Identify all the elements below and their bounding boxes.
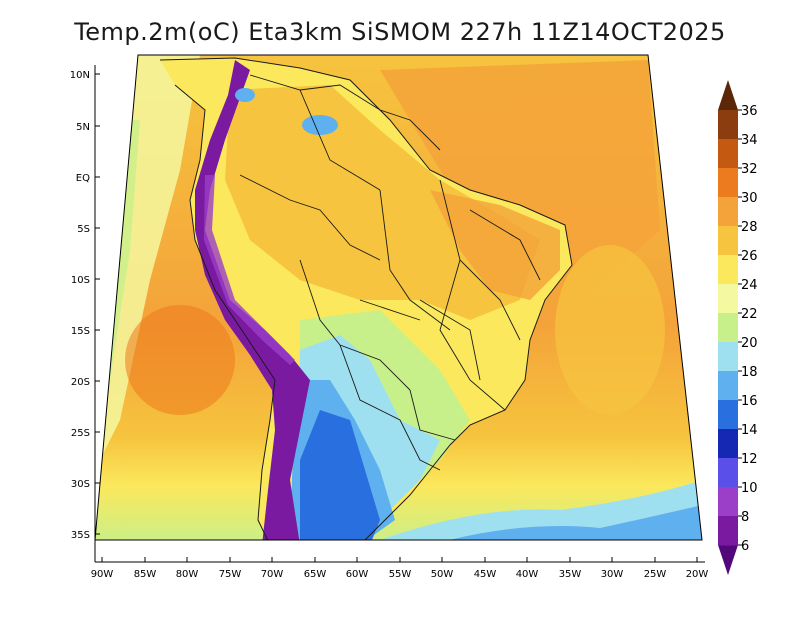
map-title: Temp.2m(oC) Eta3km SiSMOM 227h 11Z14OCT2…: [74, 18, 726, 46]
colorbar-segment: [718, 197, 738, 227]
andes-deep-cold-zone: [300, 410, 380, 540]
lon-tick-label: 85W: [134, 569, 157, 580]
colorbar-label: 36: [741, 104, 758, 119]
lat-tick-label: 35S: [71, 530, 90, 541]
colorbar-top-arrow: [718, 80, 738, 110]
colorbar-segment: [718, 313, 738, 343]
lon-tick-label: 75W: [219, 569, 242, 580]
colorbar-segment: [718, 429, 738, 459]
lon-tick-label: 25W: [644, 569, 667, 580]
lat-tick-label: 20S: [71, 377, 90, 388]
lon-tick-label: 80W: [176, 569, 199, 580]
colorbar-segment: [718, 400, 738, 430]
south-atlantic-cold-band: [430, 505, 702, 540]
colorbar-label: 28: [741, 220, 758, 235]
atlantic-mild-zone: [555, 245, 665, 415]
colorbar-label: 18: [741, 365, 758, 380]
lon-tick-label: 65W: [304, 569, 327, 580]
andes-coldest-zone: [195, 60, 310, 540]
colombia-cool-patch: [235, 88, 255, 102]
colorbar-segment: [718, 458, 738, 488]
lat-tick-label: 10N: [70, 70, 90, 81]
lon-tick-label: 45W: [474, 569, 497, 580]
colorbar-segment: [718, 110, 738, 140]
colorbar-label: 10: [741, 481, 758, 496]
country-borders: [239, 74, 541, 471]
colorbar-label: 30: [741, 191, 758, 206]
colorbar-label: 6: [741, 539, 749, 554]
lon-tick-label: 35W: [559, 569, 582, 580]
colorbar-segment: [718, 139, 738, 169]
lat-tick-label: 5S: [77, 224, 90, 235]
lat-tick-label: EQ: [76, 173, 90, 184]
colorbar-label: 16: [741, 394, 758, 409]
longitude-axis: 90W 85W 80W 75W 70W 65W 60W 55W 50W 45W …: [91, 557, 709, 580]
colorbar-segment: [718, 226, 738, 256]
colorbar-label: 22: [741, 307, 758, 322]
lon-tick-label: 50W: [431, 569, 454, 580]
projection-outline: [94, 54, 703, 541]
coastline: [159, 57, 573, 540]
lon-tick-label: 90W: [91, 569, 114, 580]
colorbar-segment: [718, 516, 738, 546]
map-fields: [95, 55, 702, 540]
colorbar-segment: [718, 487, 738, 517]
lon-tick-label: 70W: [261, 569, 284, 580]
latitude-axis: 10N 5N EQ 5S 10S 15S 20S 25S 30S 35S: [70, 70, 100, 541]
colorbar-label: 14: [741, 423, 758, 438]
colorbar-label: 20: [741, 336, 758, 351]
colorbar-label: 24: [741, 278, 758, 293]
lon-tick-label: 20W: [686, 569, 709, 580]
lon-tick-label: 55W: [389, 569, 412, 580]
guiana-highland-cool-patch: [302, 115, 338, 135]
lat-tick-label: 5N: [76, 122, 90, 133]
colorbar-segment: [718, 371, 738, 401]
lat-tick-label: 15S: [71, 326, 90, 337]
northeast-warm-zone: [430, 190, 560, 300]
lon-tick-label: 60W: [346, 569, 369, 580]
lat-tick-label: 30S: [71, 479, 90, 490]
colorbar-segment: [718, 342, 738, 372]
lon-tick-label: 30W: [601, 569, 624, 580]
colorbar: 36 34 32 30 28 26 24 22 20 18 16 14 12 10 8 6: [718, 80, 758, 575]
colorbar-label: 8: [741, 510, 749, 525]
colorbar-bottom-arrow: [718, 545, 738, 575]
colorbar-label: 32: [741, 162, 758, 177]
lon-tick-label: 40W: [516, 569, 539, 580]
lat-tick-label: 25S: [71, 428, 90, 439]
colorbar-label: 12: [741, 452, 758, 467]
west-coastline: [174, 84, 276, 540]
colorbar-segment: [718, 168, 738, 198]
pacific-warm-zone: [125, 305, 235, 415]
colorbar-segment: [718, 255, 738, 285]
colorbar-label: 34: [741, 133, 758, 148]
lat-tick-label: 10S: [71, 275, 90, 286]
andes-cold-fringe: [204, 175, 295, 365]
colorbar-segment: [718, 284, 738, 314]
colorbar-label: 26: [741, 249, 758, 264]
